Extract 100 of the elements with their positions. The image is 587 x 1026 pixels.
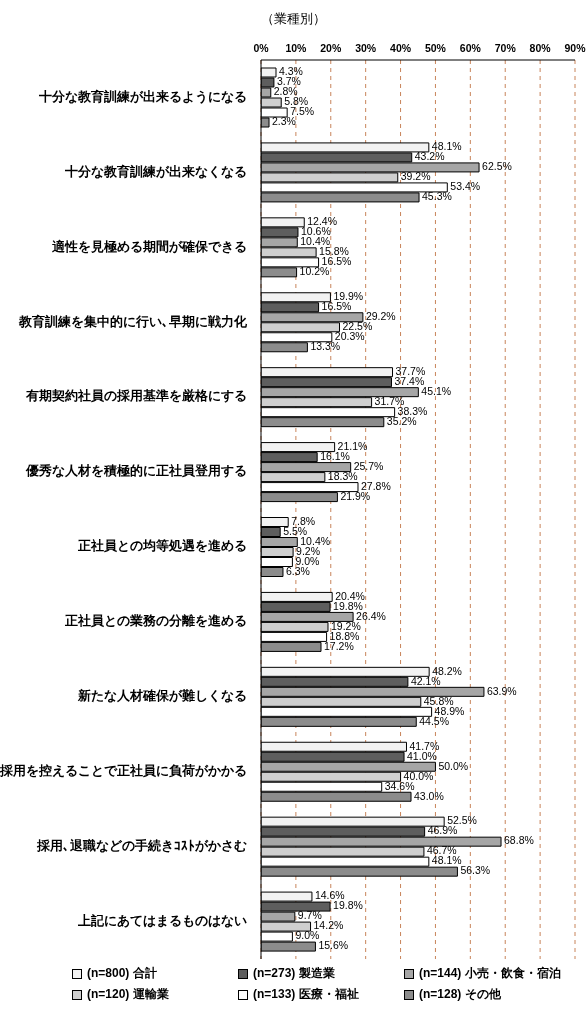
data-label: 41.7% <box>409 739 440 752</box>
data-label: 10.2% <box>299 265 330 278</box>
data-label: 9.2% <box>296 544 321 557</box>
data-label: 43.0% <box>414 789 444 802</box>
x-tick-label: 90% <box>564 42 587 54</box>
x-tick-label: 10% <box>285 42 308 54</box>
y-tick-label: 教育訓練を集中的に行い､早期に戦力化 <box>18 313 248 329</box>
data-label: 46.9% <box>427 824 458 837</box>
data-label: 2.3% <box>272 115 296 128</box>
data-label: 48.9% <box>434 704 465 717</box>
data-label: 9.7% <box>297 909 322 922</box>
data-label: 9.0% <box>295 554 320 567</box>
data-label: 16.5% <box>321 255 352 268</box>
data-label: 10.4% <box>300 534 331 547</box>
chart-title: （業種別） <box>261 11 326 26</box>
data-label: 19.2% <box>330 619 361 632</box>
data-label: 63.9% <box>486 684 517 697</box>
data-label: 21.9% <box>340 489 371 502</box>
data-label: 35.2% <box>386 414 417 427</box>
data-label: 14.2% <box>313 919 344 932</box>
data-label: 22.5% <box>342 320 373 333</box>
data-label: 10.6% <box>300 225 331 238</box>
data-label: 4.3% <box>279 65 303 78</box>
y-tick-label: 新たな人材確保が難しくなる <box>77 688 247 704</box>
data-label: 25.7% <box>353 459 384 472</box>
legend-label: (n=128) その他 <box>419 986 501 1003</box>
data-label: 20.3% <box>334 330 365 343</box>
data-label: 46.7% <box>426 844 457 857</box>
legend-label: (n=120) 運輸業 <box>87 986 169 1003</box>
data-label: 15.6% <box>318 939 349 952</box>
data-label: 62.5% <box>482 160 512 173</box>
data-label: 14.6% <box>314 889 345 902</box>
x-tick-label: 80% <box>529 42 552 54</box>
data-label: 43.2% <box>414 150 445 163</box>
data-label: 38.3% <box>397 404 428 417</box>
x-tick-label: 60% <box>459 42 482 54</box>
y-tick-label: 有期契約社員の採用基準を厳格にする <box>25 388 247 404</box>
y-tick-label: 適性を見極める期間が確保できる <box>51 238 247 254</box>
y-tick-label: 上記にあてはまるものはない <box>77 912 247 928</box>
data-label: 37.4% <box>394 374 425 387</box>
data-label: 48.1% <box>431 854 462 867</box>
data-label: 17.2% <box>324 639 354 652</box>
data-label: 15.8% <box>319 245 349 258</box>
y-tick-label: 正社員との業務の分離を進める <box>64 613 247 629</box>
data-label: 19.9% <box>333 290 364 303</box>
legend-label: (n=273) 製造業 <box>253 965 335 982</box>
data-label: 10.4% <box>300 235 331 248</box>
data-label: 18.8% <box>329 629 360 642</box>
y-tick-label: 優秀な人材を積極的に正社員登用する <box>25 463 247 479</box>
data-label: 45.8% <box>423 694 454 707</box>
data-label: 39.2% <box>400 170 431 183</box>
data-label: 40.0% <box>403 769 434 782</box>
data-label: 53.4% <box>450 180 481 193</box>
data-label: 50.0% <box>438 759 469 772</box>
data-label: 2.8% <box>273 85 298 98</box>
x-tick-label: 40% <box>390 42 412 54</box>
data-label: 3.7% <box>276 75 301 88</box>
data-label: 34.6% <box>384 779 415 792</box>
data-label: 5.5% <box>283 524 308 537</box>
y-tick-label: 十分な教育訓練が出来なくなる <box>64 163 247 179</box>
x-tick-label: 30% <box>355 42 377 54</box>
data-label: 45.1% <box>421 384 452 397</box>
data-label: 16.5% <box>321 300 352 313</box>
data-label: 45.3% <box>422 190 452 203</box>
data-label: 20.4% <box>335 589 365 602</box>
data-label: 9.0% <box>295 929 320 942</box>
data-label: 44.5% <box>419 714 450 727</box>
data-label: 27.8% <box>360 479 391 492</box>
y-tick-label: 十分な教育訓練が出来るようになる <box>38 88 247 104</box>
x-tick-label: 50% <box>424 42 447 54</box>
data-label: 29.2% <box>365 310 396 323</box>
data-label: 56.3% <box>460 864 491 877</box>
y-tick-label: 採用､退職などの手続きｺｽﾄがかさむ <box>36 837 247 853</box>
data-label: 48.2% <box>432 664 462 677</box>
data-label: 41.0% <box>407 749 437 762</box>
x-tick-label: 0% <box>253 42 270 54</box>
data-label: 7.5% <box>290 105 315 118</box>
y-tick-label: 正社員との均等処遇を進める <box>77 538 247 554</box>
data-label: 52.5% <box>447 814 477 827</box>
data-label: 7.8% <box>291 514 316 527</box>
data-label: 13.3% <box>310 340 341 353</box>
data-label: 31.7% <box>374 394 405 407</box>
legend-label: (n=144) 小売・飲食・宿泊 <box>419 965 561 982</box>
data-label: 68.8% <box>504 834 534 847</box>
data-label: 48.1% <box>431 140 462 153</box>
data-label: 12.4% <box>307 215 338 228</box>
x-tick-label: 20% <box>320 42 342 54</box>
y-tick-label: 採用を控えることで正社員に負荷がかかる <box>0 763 247 779</box>
data-label: 6.3% <box>285 564 310 577</box>
data-label: 42.1% <box>410 674 441 687</box>
data-label: 37.7% <box>395 364 426 377</box>
x-tick-label: 70% <box>494 42 517 54</box>
data-label: 16.1% <box>320 449 350 462</box>
data-label: 26.4% <box>356 609 386 622</box>
legend-label: (n=800) 合計 <box>87 965 157 982</box>
data-label: 19.8% <box>333 899 363 912</box>
legend-label: (n=133) 医療・福祉 <box>253 986 359 1003</box>
data-label: 19.8% <box>333 599 363 612</box>
data-label: 18.3% <box>327 469 358 482</box>
data-label: 5.8% <box>284 95 309 108</box>
